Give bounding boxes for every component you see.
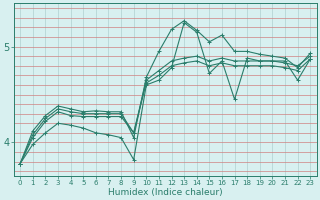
X-axis label: Humidex (Indice chaleur): Humidex (Indice chaleur) [108, 188, 222, 197]
